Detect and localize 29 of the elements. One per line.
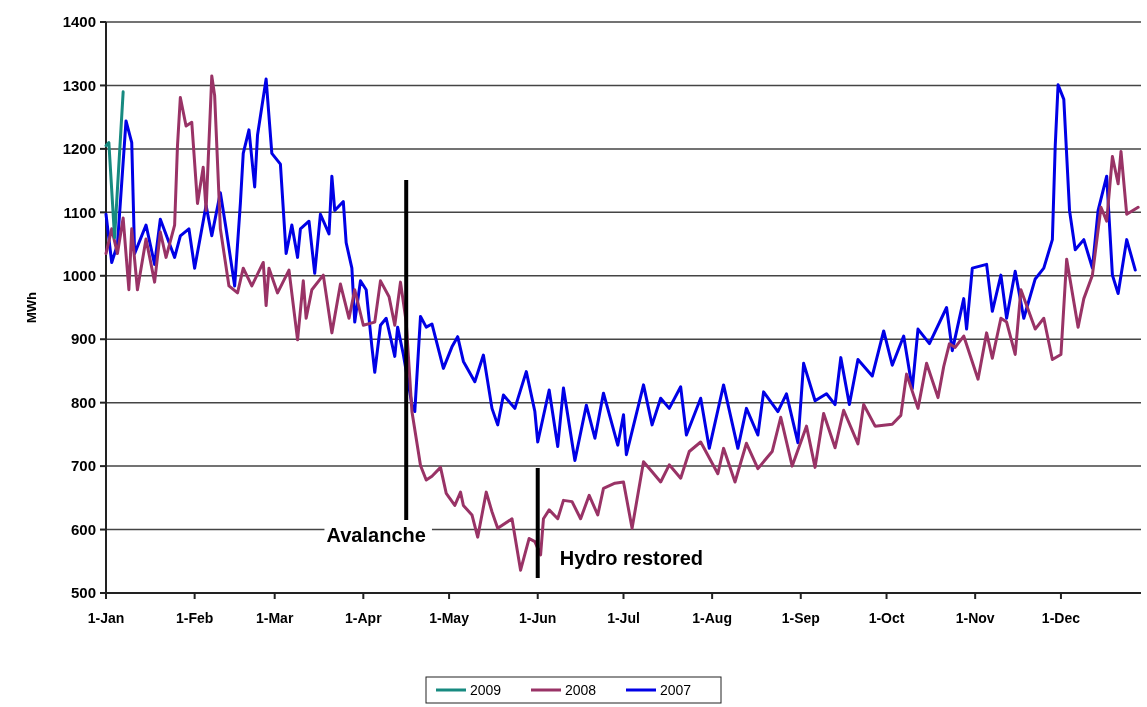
y-tick-label: 800 [70,393,96,411]
ref-line-label: Hydro restored [559,547,704,569]
y-axis-title: MWh [24,291,39,324]
ref-line-label: Avalanche [326,524,426,546]
x-tick-label: 1-Jul [607,610,640,626]
y-tick-label: 1200 [62,140,96,158]
x-tick-label: 1-Apr [345,610,383,626]
legend-label: 2007 [660,681,692,698]
x-tick-label: 1-Aug [692,610,732,626]
y-tick-label: 500 [70,584,96,602]
y-tick-label: 600 [70,520,96,538]
x-tick-label: 1-May [429,610,470,626]
x-tick-label: 1-Nov [955,610,995,626]
x-tick-label: 1-Jun [519,610,557,626]
line-series [104,90,125,240]
x-tick-label: 1-Feb [175,610,214,626]
y-tick-label: 1000 [62,267,96,285]
x-tick-label: 1-Jan [87,610,125,626]
legend-label: 2008 [565,681,597,698]
x-tick-label: 1-Sep [781,610,820,626]
y-tick-label: 1100 [63,203,96,221]
y-tick-label: 1400 [62,13,96,31]
x-tick-label: 1-Dec [1041,610,1081,626]
y-tick-label: 900 [70,330,96,348]
x-tick-label: 1-Oct [868,610,905,626]
x-tick-label: 1-Mar [256,610,294,626]
y-tick-label: 1300 [62,76,96,94]
y-tick-label: 700 [70,457,96,475]
legend-label: 2009 [470,681,502,698]
